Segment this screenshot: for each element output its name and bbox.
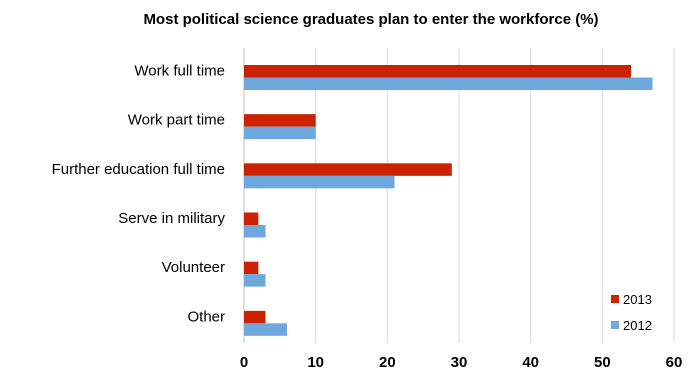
x-axis-tick-labels: 0 10 20 30 40 50 60 xyxy=(240,354,683,371)
category-label: Volunteer xyxy=(162,259,225,276)
bar-2013-work-full-time xyxy=(244,65,631,78)
category-label: Other xyxy=(187,308,225,325)
x-tick-label: 10 xyxy=(307,354,324,371)
legend-label-2013: 2013 xyxy=(623,292,652,307)
bar-2013-work-part-time xyxy=(244,114,316,127)
gridlines xyxy=(243,48,675,343)
category-label: Work full time xyxy=(134,63,225,80)
chart-title: Most political science graduates plan to… xyxy=(143,11,598,28)
bar-2013-other xyxy=(244,310,266,324)
x-tick-label: 30 xyxy=(451,354,468,371)
bar-2012-serve-in-military xyxy=(244,225,266,238)
legend-label-2012: 2012 xyxy=(623,318,652,333)
legend: 2013 2012 xyxy=(611,292,652,333)
bar-2012-volunteer xyxy=(244,274,266,287)
category-labels: Work full time Work part time Further educ… xyxy=(52,63,226,326)
bar-2012-further-education-full-time xyxy=(244,175,395,189)
x-tick-label: 0 xyxy=(240,354,248,371)
x-tick-label: 20 xyxy=(379,354,396,371)
bar-2013-serve-in-military xyxy=(244,212,259,225)
x-tick-label: 60 xyxy=(666,354,683,371)
bars xyxy=(244,65,653,336)
bar-2012-work-part-time xyxy=(244,126,316,140)
x-tick-label: 50 xyxy=(594,354,611,371)
category-label: Further education full time xyxy=(52,161,225,178)
bar-2013-further-education-full-time xyxy=(244,163,452,176)
bar-2012-other xyxy=(244,323,287,336)
x-tick-label: 40 xyxy=(522,354,539,371)
category-label: Serve in military xyxy=(118,210,225,227)
legend-swatch-2012 xyxy=(611,321,619,329)
category-label: Work part time xyxy=(128,112,225,129)
bar-2013-volunteer xyxy=(244,261,259,275)
legend-swatch-2013 xyxy=(611,295,619,303)
bar-2012-work-full-time xyxy=(244,77,653,90)
